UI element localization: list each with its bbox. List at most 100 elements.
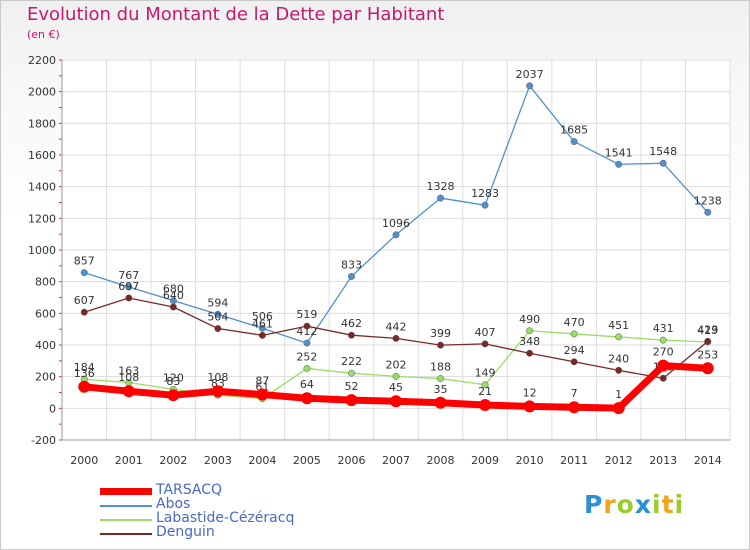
- data-point: [568, 401, 581, 414]
- data-label: 640: [163, 289, 184, 302]
- data-label: 697: [118, 280, 139, 293]
- data-point: [526, 82, 534, 90]
- data-point: [348, 369, 355, 377]
- legend-swatch: [100, 533, 152, 535]
- data-label: 270: [653, 346, 674, 359]
- data-point: [615, 333, 623, 341]
- x-tick-label: 2009: [471, 454, 499, 467]
- data-point: [437, 341, 444, 349]
- y-tick-label: 1800: [28, 117, 56, 130]
- data-label: 87: [255, 375, 269, 388]
- data-label: 419: [697, 324, 718, 337]
- data-point: [612, 402, 625, 415]
- data-point: [348, 331, 355, 339]
- data-point: [659, 374, 667, 382]
- y-tick-label: 200: [35, 371, 56, 384]
- chart-title: Evolution du Montant de la Dette par Hab…: [27, 4, 445, 25]
- data-label: 407: [475, 326, 496, 339]
- data-label: 431: [653, 322, 674, 335]
- data-label: 504: [207, 311, 228, 324]
- y-tick-label: 1000: [28, 244, 56, 257]
- data-label: 594: [207, 296, 228, 309]
- data-point: [659, 159, 667, 167]
- data-label: 767: [118, 269, 139, 282]
- data-label: 470: [564, 316, 585, 329]
- data-label: 1238: [694, 194, 722, 207]
- x-tick-label: 2013: [649, 454, 677, 467]
- data-point: [303, 339, 311, 347]
- data-label: 833: [341, 258, 362, 271]
- data-label: 240: [608, 352, 629, 365]
- legend-label: Labastide-Cézéracq: [156, 510, 295, 526]
- x-tick-label: 2003: [204, 454, 232, 467]
- data-point: [167, 389, 180, 402]
- data-point: [657, 359, 670, 372]
- proxiti-logo: Proxiti: [584, 490, 685, 519]
- data-label: 451: [608, 319, 629, 332]
- data-point: [392, 231, 400, 239]
- data-point: [481, 340, 489, 348]
- data-point: [659, 336, 667, 344]
- data-point: [615, 366, 623, 374]
- data-point: [211, 385, 224, 398]
- data-label: 64: [300, 378, 314, 391]
- data-point: [437, 375, 444, 383]
- data-point: [258, 331, 266, 339]
- data-label: 35: [434, 383, 448, 396]
- data-label: 1685: [560, 124, 588, 137]
- data-label: 1283: [471, 187, 499, 200]
- y-tick-label: 1400: [28, 181, 56, 194]
- data-point: [303, 364, 311, 372]
- x-tick-label: 2011: [560, 454, 588, 467]
- data-point: [214, 310, 222, 318]
- legend-label: Denguin: [156, 524, 215, 540]
- data-label: 21: [478, 385, 492, 398]
- data-label: 12: [523, 386, 537, 399]
- data-label: 83: [166, 375, 180, 388]
- data-label: 7: [571, 387, 578, 400]
- data-label: 423: [697, 323, 718, 336]
- data-label: 45: [389, 381, 403, 394]
- y-tick-label: 1600: [28, 149, 56, 162]
- data-label: 108: [207, 371, 228, 384]
- data-label: 253: [697, 348, 718, 361]
- x-tick-label: 2006: [337, 454, 365, 467]
- data-label: 506: [252, 310, 273, 323]
- x-tick-label: 2008: [427, 454, 455, 467]
- data-label: 294: [564, 344, 585, 357]
- data-label: 857: [74, 255, 95, 268]
- data-label: 163: [118, 365, 139, 378]
- data-label: 188: [430, 361, 451, 374]
- data-label: 252: [296, 350, 317, 363]
- data-label: 1: [615, 388, 622, 401]
- data-point: [437, 194, 444, 202]
- data-point: [258, 324, 266, 332]
- data-point: [701, 362, 714, 375]
- data-label: 1541: [605, 146, 633, 159]
- x-tick-label: 2005: [293, 454, 321, 467]
- data-point: [348, 272, 355, 280]
- data-point: [570, 138, 578, 145]
- x-tick-label: 2007: [382, 454, 410, 467]
- data-label: 202: [386, 358, 407, 371]
- data-label: 1328: [427, 180, 455, 193]
- data-point: [704, 337, 712, 345]
- data-point: [704, 208, 712, 216]
- data-label: 399: [430, 327, 451, 340]
- data-point: [570, 330, 578, 338]
- data-point: [523, 400, 536, 413]
- y-tick-label: 2200: [28, 54, 56, 67]
- data-label: 136: [74, 367, 95, 380]
- x-tick-label: 2001: [115, 454, 143, 467]
- legend-swatch: [100, 488, 152, 495]
- x-tick-label: 2000: [70, 454, 98, 467]
- x-tick-label: 2010: [516, 454, 544, 467]
- data-point: [300, 392, 313, 405]
- data-point: [526, 327, 534, 335]
- data-label: 412: [296, 325, 317, 338]
- data-label: 52: [344, 380, 358, 393]
- data-label: 108: [118, 371, 139, 384]
- data-point: [481, 381, 489, 389]
- data-point: [80, 269, 88, 277]
- data-label: 1548: [649, 145, 677, 158]
